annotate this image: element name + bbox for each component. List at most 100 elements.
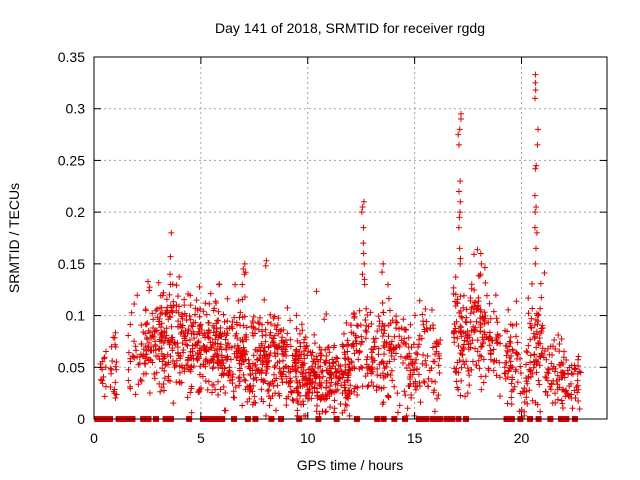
- data-point: [188, 383, 195, 390]
- data-point: [364, 383, 371, 390]
- data-point: [264, 366, 271, 373]
- data-point: [101, 393, 108, 400]
- data-point: [218, 352, 225, 359]
- data-point: [533, 203, 540, 210]
- data-point: [152, 352, 159, 359]
- data-point: [472, 345, 479, 352]
- data-point: [145, 278, 152, 285]
- data-point: [314, 389, 321, 396]
- data-point: [508, 353, 515, 360]
- data-point: [364, 312, 371, 319]
- data-point: [413, 356, 420, 363]
- data-point: [383, 339, 390, 346]
- data-point: [243, 348, 250, 355]
- data-point: [313, 288, 320, 295]
- data-point: [504, 374, 511, 381]
- data-point: [152, 343, 159, 350]
- data-point: [236, 374, 243, 381]
- data-point: [367, 309, 374, 316]
- data-point: [531, 224, 538, 231]
- data-point: [411, 367, 418, 374]
- data-point: [241, 376, 248, 383]
- data-point: [150, 324, 157, 331]
- data-point: [235, 297, 242, 304]
- data-point: [568, 391, 575, 398]
- data-point: [167, 253, 174, 260]
- data-point: [311, 385, 318, 392]
- data-point: [293, 325, 300, 332]
- data-point: [396, 343, 403, 350]
- data-point: [388, 338, 395, 345]
- data-point: [276, 358, 283, 365]
- data-point: [312, 361, 319, 368]
- data-point: [531, 322, 538, 329]
- data-point: [532, 260, 539, 267]
- data-point: [526, 366, 533, 373]
- data-point: [476, 352, 483, 359]
- data-point: [326, 349, 333, 356]
- data-point: [399, 359, 406, 366]
- data-point: [379, 401, 386, 408]
- data-point: [559, 374, 566, 381]
- data-point: [155, 318, 162, 325]
- data-point: [432, 378, 439, 385]
- data-point: [343, 320, 350, 327]
- data-point: [285, 365, 292, 372]
- data-point: [253, 366, 260, 373]
- data-point: [474, 337, 481, 344]
- data-point: [213, 351, 220, 358]
- data-point: [455, 131, 462, 138]
- data-point: [111, 334, 118, 341]
- data-point: [523, 348, 530, 355]
- data-point: [173, 379, 180, 386]
- data-point: [361, 276, 368, 283]
- data-point: [161, 353, 168, 360]
- data-point: [271, 350, 278, 357]
- data-point: [297, 383, 304, 390]
- data-point: [262, 326, 269, 333]
- data-point: [556, 361, 563, 368]
- data-point: [270, 371, 277, 378]
- data-point: [211, 347, 218, 354]
- data-point: [247, 372, 254, 379]
- data-point: [197, 363, 204, 370]
- data-point: [534, 340, 541, 347]
- data-point: [294, 389, 301, 396]
- data-point: [468, 366, 475, 373]
- data-point: [452, 368, 459, 375]
- data-point: [553, 377, 560, 384]
- data-point: [458, 364, 465, 371]
- data-point: [266, 402, 273, 409]
- data-point: [455, 386, 462, 393]
- data-point: [110, 334, 117, 341]
- data-point: [257, 357, 264, 364]
- data-point: [187, 302, 194, 309]
- data-point: [334, 355, 341, 362]
- data-point: [204, 386, 211, 393]
- data-point: [477, 271, 484, 278]
- data-point: [140, 352, 147, 359]
- data-point: [528, 324, 535, 331]
- data-point: [537, 354, 544, 361]
- data-point: [318, 352, 325, 359]
- data-point: [450, 290, 457, 297]
- data-point: [184, 394, 191, 401]
- data-point: [224, 353, 231, 360]
- data-point: [537, 280, 544, 287]
- data-point: [569, 405, 576, 412]
- data-point: [252, 362, 259, 369]
- data-point: [507, 321, 514, 328]
- data-point: [379, 370, 386, 377]
- data-point: [221, 318, 228, 325]
- data-point: [464, 390, 471, 397]
- data-point: [311, 369, 318, 376]
- data-point: [271, 364, 278, 371]
- data-point: [239, 281, 246, 288]
- data-point: [457, 293, 464, 300]
- data-point: [305, 376, 312, 383]
- data-point: [246, 365, 253, 372]
- data-point: [549, 400, 556, 407]
- data-point: [210, 322, 217, 329]
- data-point: [355, 322, 362, 329]
- data-point: [138, 340, 145, 347]
